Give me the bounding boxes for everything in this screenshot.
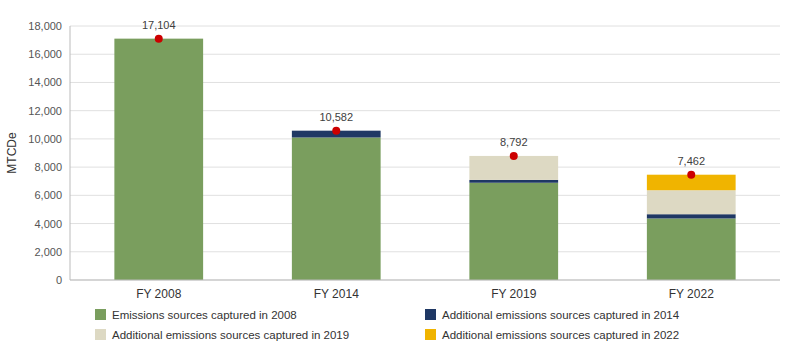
- grid-line: [70, 26, 780, 27]
- y-axis-label: MTCDe: [5, 132, 19, 174]
- y-tick-label: 8,000: [34, 161, 62, 173]
- chart: 0 2,000 4,000 6,000 8,000 10,000 12,000 14,000 1…: [0, 0, 800, 362]
- bar-segment: [647, 218, 736, 280]
- y-axis-line: [70, 26, 71, 280]
- bar-segment: [647, 190, 736, 214]
- y-tick-label: 4,000: [34, 218, 62, 230]
- y-tick-label: 0: [56, 274, 62, 286]
- y-tick-label: 16,000: [28, 48, 62, 60]
- bar-segment: [292, 137, 381, 280]
- data-label: 17,104: [142, 19, 176, 31]
- legend-swatch: [95, 329, 106, 340]
- legend-swatch: [95, 309, 106, 320]
- y-tick-label: 6,000: [34, 189, 62, 201]
- bar-segment: [114, 39, 203, 280]
- marks: [114, 35, 735, 280]
- total-marker: [332, 127, 340, 135]
- x-tick-label: FY 2014: [314, 287, 359, 301]
- total-marker: [687, 171, 695, 179]
- x-axis-line: [70, 280, 780, 281]
- total-marker: [510, 152, 518, 160]
- legend-label: Emissions sources captured in 2008: [112, 309, 297, 321]
- x-tick-label: FY 2022: [669, 287, 714, 301]
- total-marker: [155, 35, 163, 43]
- y-tick-label: 10,000: [28, 133, 62, 145]
- bar-segment: [469, 183, 558, 280]
- legend-swatch: [425, 329, 436, 340]
- bar-segment: [647, 214, 736, 218]
- data-label: 8,792: [500, 136, 528, 148]
- y-tick-label: 2,000: [34, 246, 62, 258]
- legend-label: Additional emissions sources captured in…: [442, 329, 679, 341]
- y-tick-label: 14,000: [28, 76, 62, 88]
- legend-swatch: [425, 309, 436, 320]
- bar-segment: [469, 180, 558, 183]
- legend-label: Additional emissions sources captured in…: [112, 329, 349, 341]
- legend-label: Additional emissions sources captured in…: [442, 309, 680, 321]
- x-tick-label: FY 2019: [491, 287, 536, 301]
- grid-line: [70, 280, 780, 281]
- data-label: 7,462: [677, 155, 705, 167]
- y-tick-label: 18,000: [28, 20, 62, 32]
- x-tick-label: FY 2008: [136, 287, 181, 301]
- data-label: 10,582: [319, 111, 353, 123]
- y-tick-label: 12,000: [28, 105, 62, 117]
